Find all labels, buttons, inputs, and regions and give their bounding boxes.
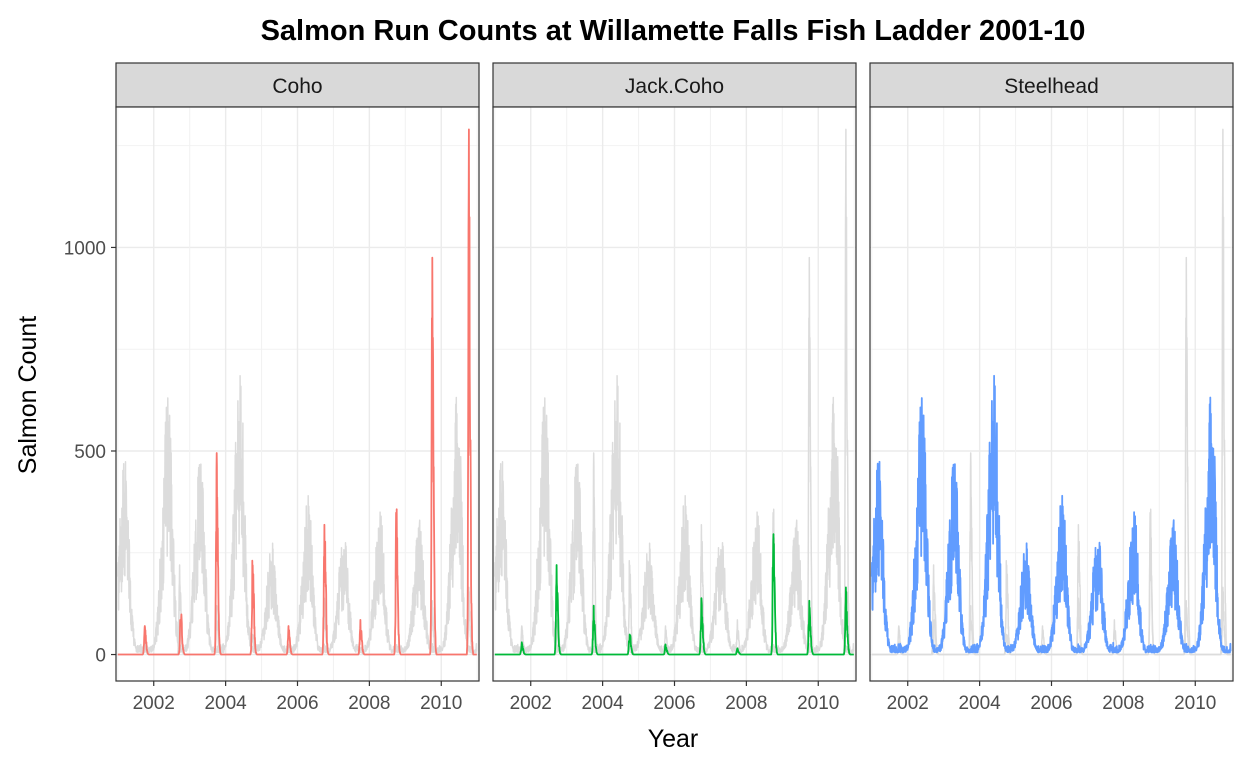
- facet-panel-steelhead: Steelhead: [869, 62, 1234, 682]
- facet-strip-label: Steelhead: [1004, 75, 1099, 98]
- facet-strip-label: Coho: [272, 75, 322, 98]
- x-tick-label: 2010: [420, 693, 462, 714]
- x-tick-label: 2008: [725, 693, 767, 714]
- x-tick-label: 2006: [1030, 693, 1072, 714]
- y-tick-label: 500: [74, 442, 106, 463]
- background-series-line-steelhead: [117, 375, 478, 654]
- x-axis-title: Year: [648, 725, 699, 753]
- y-axis: 0 500 1000: [64, 238, 116, 667]
- x-tick-label: 2002: [510, 693, 552, 714]
- facet-panels: Coho Jack.Coho Steelhead: [115, 62, 1234, 682]
- facet-strip: [869, 62, 1234, 108]
- x-tick-label: 2004: [204, 693, 247, 714]
- series-line-coho: [117, 128, 478, 656]
- x-tick-label: 2004: [581, 693, 624, 714]
- x-tick-label: 2002: [133, 693, 175, 714]
- x-tick-label: 2006: [276, 693, 318, 714]
- x-tick-label: 2002: [887, 693, 929, 714]
- series-line-jack-coho: [494, 533, 855, 656]
- y-axis-title: Salmon Count: [14, 316, 42, 474]
- facet-strip: [492, 62, 857, 108]
- series-line-steelhead: [870, 374, 1232, 654]
- x-tick-label: 2008: [348, 693, 390, 714]
- chart-title: Salmon Run Counts at Willamette Falls Fi…: [261, 15, 1086, 47]
- y-tick-label: 1000: [64, 238, 106, 259]
- gridlines: [493, 107, 856, 681]
- y-tick-label: 0: [95, 646, 106, 667]
- x-tick-label: 2010: [797, 693, 839, 714]
- x-tick-label: 2010: [1174, 693, 1216, 714]
- facet-strip: [115, 62, 480, 108]
- x-tick-label: 2006: [653, 693, 695, 714]
- facet-strip-label: Jack.Coho: [625, 75, 724, 98]
- x-axis: 2002 2004 2006 2008 2010 2002 2004 2006 2008 2010…: [133, 681, 1216, 714]
- facet-panel-jack-coho: Jack.Coho: [492, 62, 857, 682]
- background-series-line-jack-coho: [871, 533, 1232, 656]
- x-tick-label: 2008: [1102, 693, 1144, 714]
- facet-panel-coho: Coho: [115, 62, 480, 682]
- x-tick-label: 2004: [958, 693, 1001, 714]
